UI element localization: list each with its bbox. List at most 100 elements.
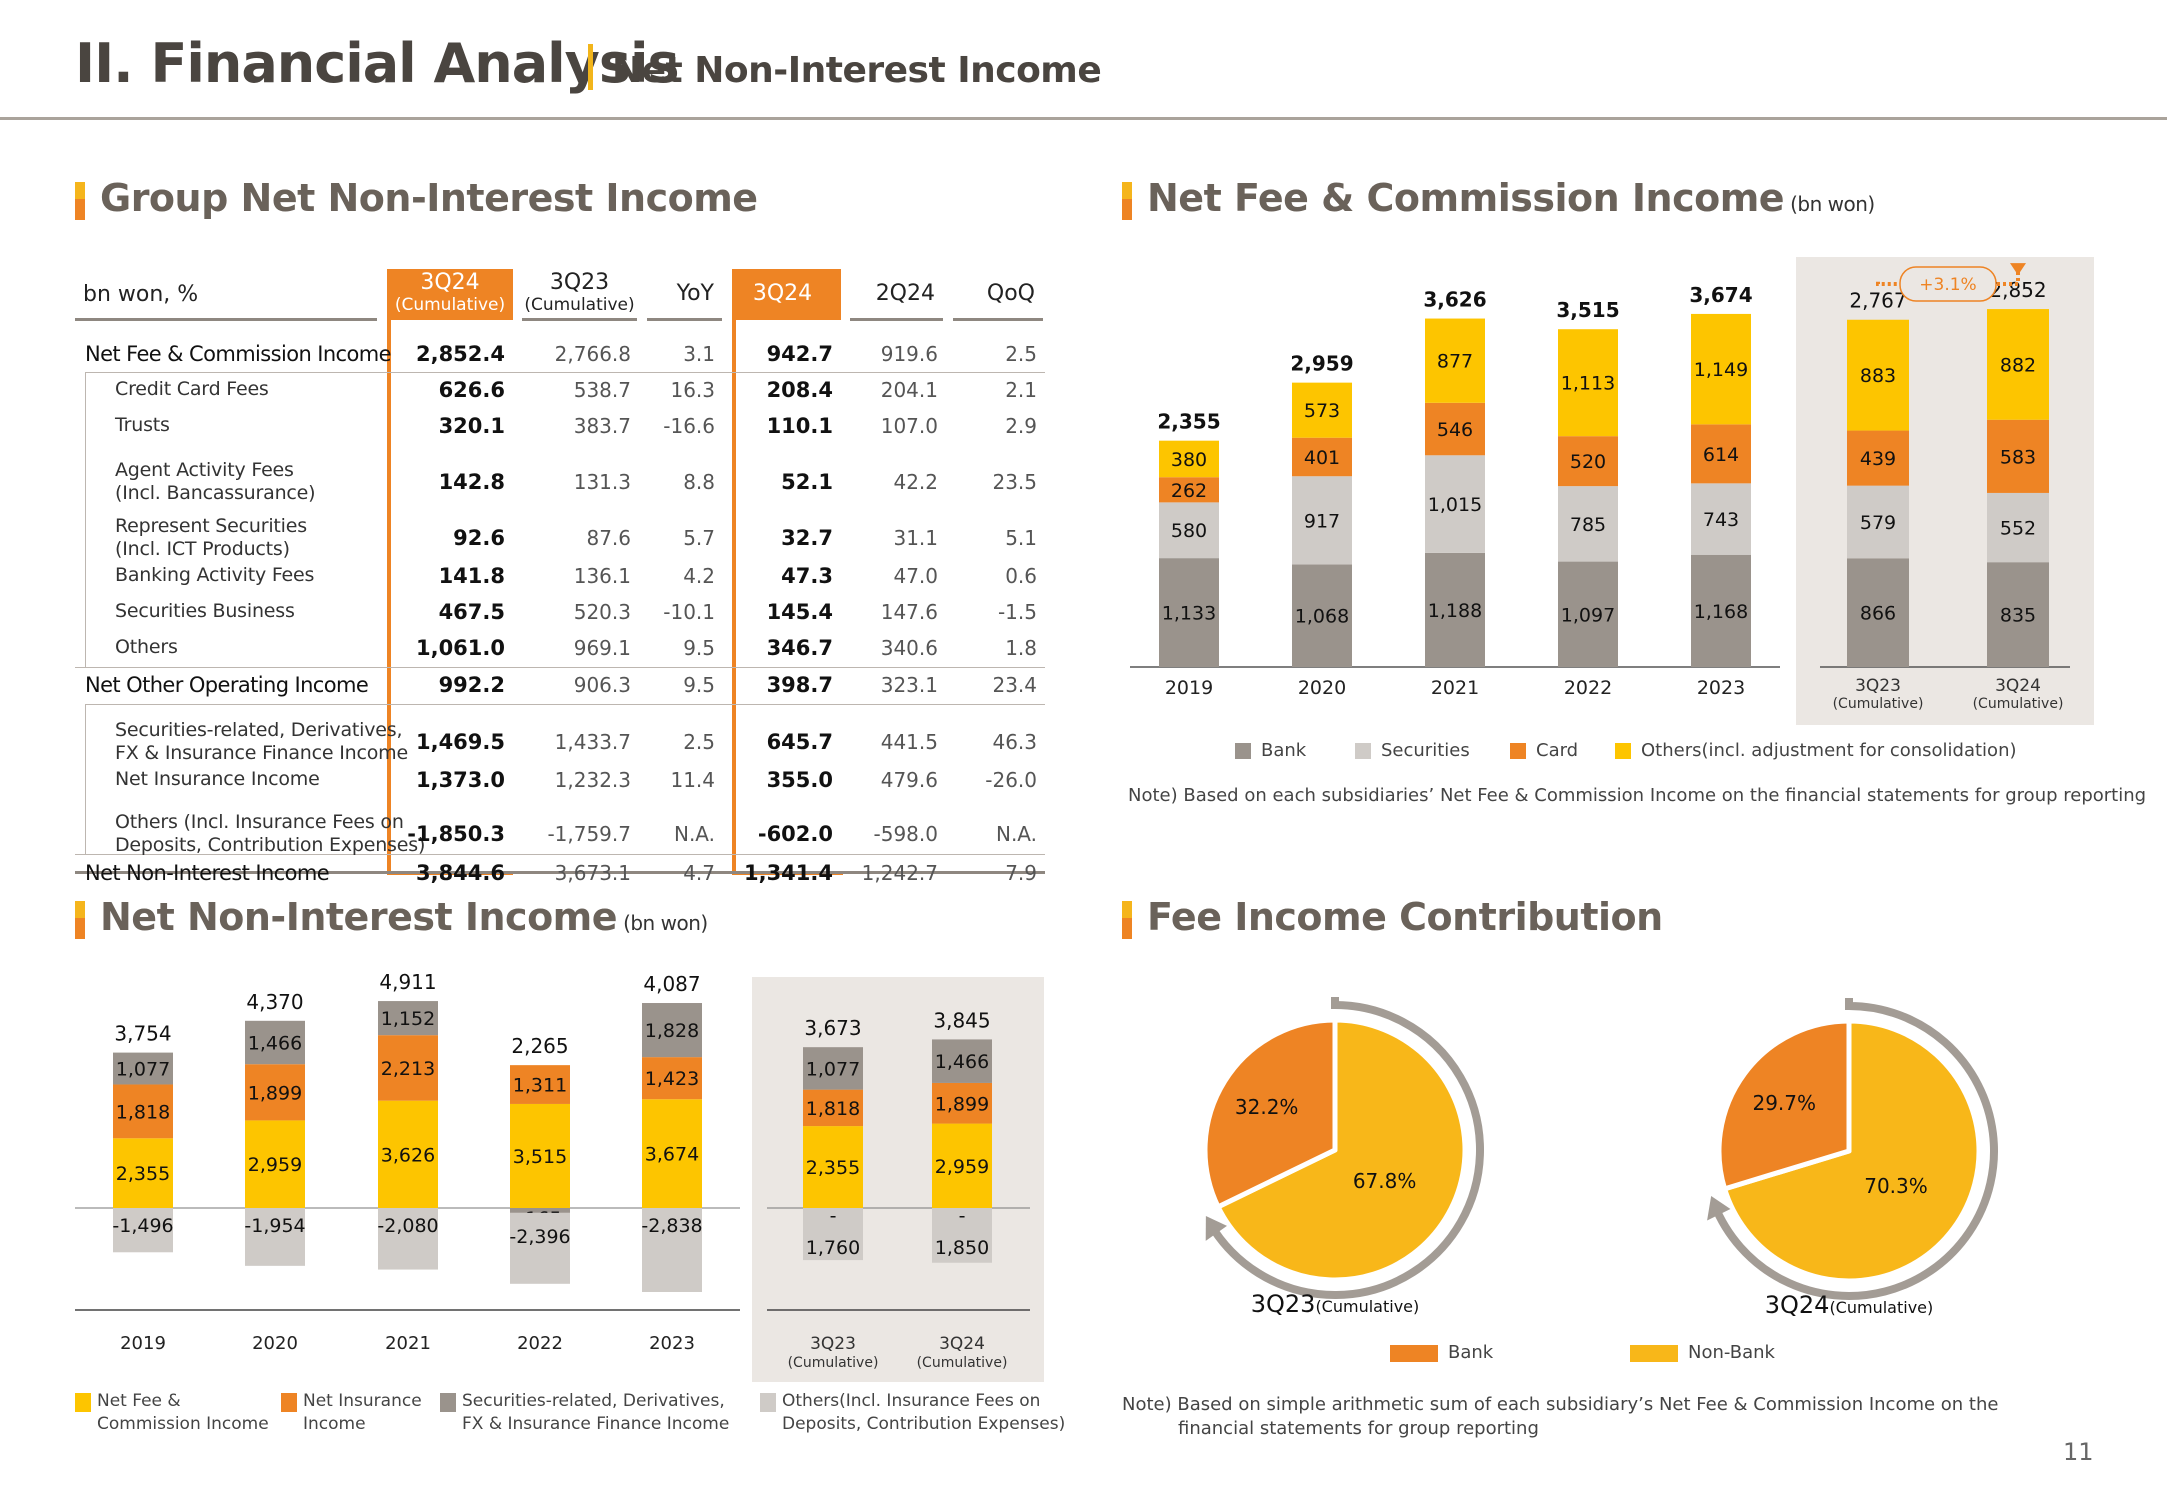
bar-value-label: 1,818 (116, 1101, 170, 1123)
legend-label-line: FX & Insurance Finance Income (462, 1414, 730, 1434)
table-cell: 320.1 (438, 414, 505, 438)
legend-item: Card (1510, 740, 1578, 761)
bar-value-label: 2,959 (248, 1154, 302, 1176)
bar-total-label: 3,515 (1556, 298, 1619, 322)
table-cell: -10.1 (663, 600, 715, 624)
legend-label: Net Fee & Commission Income (97, 1390, 269, 1436)
header-underline (75, 318, 377, 321)
table-cell: 7.9 (1005, 861, 1037, 885)
x-tick-label: 2020 (252, 1333, 298, 1354)
bar-value-label: 2,213 (381, 1058, 435, 1080)
bar-total-label: 2,767 (1849, 289, 1906, 313)
x-tick-sublabel: (Cumulative) (1973, 696, 2064, 712)
table-row: Agent Activity Fees (Incl. Bancassurance)… (75, 454, 1045, 510)
table-cell: 1,061.0 (415, 636, 505, 660)
bar-segment (510, 1103, 570, 1208)
row-divider (85, 372, 1045, 373)
table-row: Trusts 320.1 383.7 -16.6 110.1 107.0 2.9 (75, 408, 1045, 444)
legend-label-line: Net Insurance (303, 1391, 422, 1411)
highlight-border (387, 269, 391, 874)
bar-value-label: 1,466 (248, 1033, 302, 1055)
table-cell: -1,850.3 (407, 822, 505, 846)
bar-segment-card (1691, 424, 1751, 484)
row-label: Agent Activity Fees (Incl. Bancassurance) (115, 459, 316, 505)
table-cell: 87.6 (586, 526, 631, 550)
table-cell: 4.2 (683, 564, 715, 588)
bar-value-label: 883 (1860, 365, 1896, 387)
bar-value-label: 583 (2000, 446, 2036, 468)
bar-segment (378, 1035, 438, 1101)
table-cell: 9.5 (683, 636, 715, 660)
row-label-line2: (Incl. ICT Products) (115, 538, 290, 560)
table-cell: -16.6 (663, 414, 715, 438)
bar-total-label: 2,265 (511, 1034, 568, 1058)
legend-label-line: Deposits, Contribution Expenses) (782, 1414, 1066, 1434)
x-tick-label: 2022 (517, 1333, 563, 1354)
pie-caption: 3Q24(Cumulative) (1765, 1291, 1934, 1319)
legend-label: Non-Bank (1688, 1342, 1775, 1363)
bar-segment-securities (1558, 486, 1618, 562)
bar-segment (113, 1138, 173, 1208)
table-cell: 131.3 (573, 470, 631, 494)
page-subtitle: Net Non-Interest Income (612, 50, 1102, 91)
column-header-label: 3Q24 (420, 270, 480, 295)
fee-contribution-chart: 32.2%67.8%3Q23(Cumulative)29.7%70.3%3Q24… (1202, 997, 1998, 1319)
legend-label: Securities-related, Derivatives, FX & Ins… (462, 1390, 729, 1436)
bar-value-label: 3,674 (645, 1144, 699, 1166)
bar-value-label: 1,077 (806, 1058, 860, 1080)
bar-segment-bank (1691, 554, 1751, 667)
table-cell: -26.0 (985, 768, 1037, 792)
bar-value-label: 552 (2000, 518, 2036, 540)
bar-value-label: 1,423 (645, 1068, 699, 1090)
bar-segment (932, 1123, 992, 1208)
bar-segment (510, 1208, 570, 1213)
legend-label: Others(Incl. Insurance Fees on Deposits, … (782, 1390, 1065, 1436)
x-tick-label: 2020 (1298, 677, 1346, 699)
bar-value-label: 380 (1171, 449, 1207, 471)
bar-value-label: 1,077 (116, 1059, 170, 1081)
table-cell: -1.5 (997, 600, 1037, 624)
legend-label-line: Net Fee & (97, 1391, 181, 1411)
table-cell: 398.7 (766, 673, 833, 697)
bar-value-label: 579 (1860, 512, 1896, 534)
legend-label: Card (1536, 740, 1579, 761)
bar-value-label: 262 (1171, 480, 1207, 502)
bar-value-label: 439 (1860, 448, 1896, 470)
table-cell: 4.7 (683, 861, 715, 885)
nnii-legend: Net Fee & Commission Income Net Insurance I… (75, 1390, 1065, 1440)
bar-segment-card (1558, 436, 1618, 487)
bar-value-label: 2,355 (116, 1163, 170, 1185)
legend-swatch (281, 1393, 297, 1412)
table-cell: 1.8 (1005, 636, 1037, 660)
table-cell: 2.5 (683, 730, 715, 754)
bar-segment (378, 1001, 438, 1036)
net-fee-title: Net Fee & Commission Income (1147, 176, 1785, 220)
table-cell: 323.1 (880, 673, 938, 697)
bar-value-label: -1,954 (244, 1215, 305, 1237)
column-header: 2Q24 (850, 269, 943, 320)
bar-segment-others (1558, 329, 1618, 437)
bar-value-label: 580 (1171, 520, 1207, 542)
legend-label: Others(incl. adjustment for consolidatio… (1641, 740, 2017, 761)
pie-slice-non-bank (1722, 1018, 1982, 1284)
row-label: Credit Card Fees (115, 378, 269, 400)
bar-segment (113, 1208, 173, 1253)
table-cell: 383.7 (573, 414, 631, 438)
table-cell: 16.3 (670, 378, 715, 402)
x-tick-label: 2021 (1431, 677, 1479, 699)
net-fee-unit: (bn won) (1790, 192, 1875, 216)
fee-contribution-note-line2: financial statements for group reporting (1178, 1418, 1539, 1439)
bar-segment-bank (1292, 564, 1352, 667)
table-cell: 1,242.7 (861, 861, 938, 885)
legend-label: Bank (1261, 740, 1307, 761)
arrow-head-icon (1205, 1215, 1227, 1241)
bar-value-label: 835 (2000, 605, 2036, 627)
ring-arrow (1710, 998, 1998, 1300)
table-row: Securities Business 467.5 520.3 -10.1 145.4 1… (75, 594, 1045, 630)
bar-value-label: 1,760 (806, 1237, 860, 1259)
bar-total-label: 2,852 (1989, 278, 2046, 302)
bar-value-label: 1,850 (935, 1237, 989, 1259)
row-label-line1: Securities-related, Derivatives, (115, 719, 403, 741)
x-tick-sublabel: (Cumulative) (788, 1355, 879, 1371)
row-label: Net Fee & Commission Income (85, 342, 392, 366)
